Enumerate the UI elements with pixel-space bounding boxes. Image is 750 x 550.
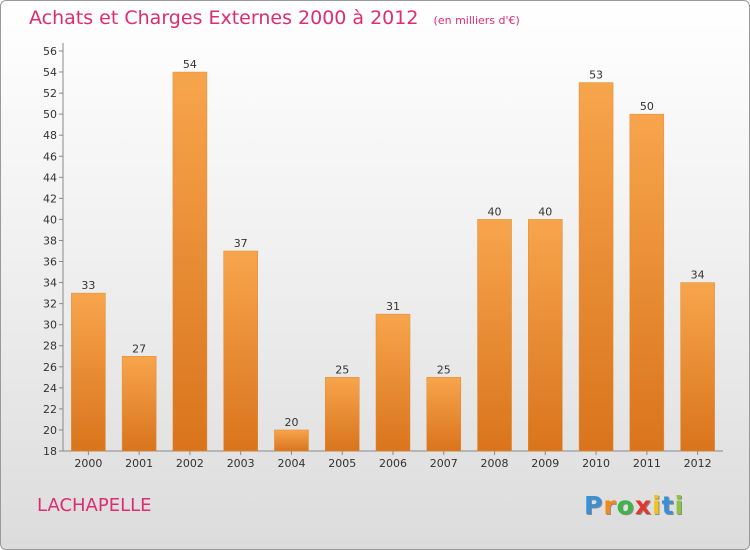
bar-value-label: 20 xyxy=(284,416,298,429)
x-tick-label: 2009 xyxy=(531,457,559,470)
x-tick-label: 2010 xyxy=(582,457,610,470)
bar xyxy=(223,250,258,452)
bar-value-label: 53 xyxy=(589,69,603,82)
bar xyxy=(324,377,360,452)
bar-value-label: 40 xyxy=(538,205,552,218)
bar xyxy=(172,71,208,452)
y-tick-label: 50 xyxy=(43,108,57,121)
y-tick-label: 40 xyxy=(43,213,57,226)
logo-letter: r xyxy=(603,491,617,520)
y-tick-label: 28 xyxy=(43,340,57,353)
y-tick-label: 26 xyxy=(43,361,57,374)
y-tick-label: 46 xyxy=(43,150,57,163)
commune-name: LACHAPELLE xyxy=(37,495,152,516)
y-tick-label: 54 xyxy=(43,66,57,79)
x-tick-label: 2011 xyxy=(633,457,661,470)
chart-title: Achats et Charges Externes 2000 à 2012 xyxy=(29,7,419,29)
y-tick-label: 18 xyxy=(43,445,57,458)
y-tick-label: 44 xyxy=(43,171,57,184)
x-tick-label: 2001 xyxy=(125,457,153,470)
logo-letter: t xyxy=(661,491,675,520)
bar-value-label: 50 xyxy=(640,100,654,113)
y-tick-label: 30 xyxy=(43,319,57,332)
x-tick-label: 2006 xyxy=(379,457,407,470)
logo-letter: P xyxy=(584,491,604,520)
x-tick-label: 2007 xyxy=(430,457,458,470)
bar xyxy=(274,429,309,452)
y-tick-label: 20 xyxy=(43,424,57,437)
bar xyxy=(528,219,563,452)
logo-letter: x xyxy=(634,491,652,520)
bar xyxy=(629,113,665,452)
bar-value-label: 33 xyxy=(81,279,95,292)
bar xyxy=(477,219,512,452)
chart-title-block: Achats et Charges Externes 2000 à 2012 (… xyxy=(29,7,520,29)
chart-subtitle: (en milliers d'€) xyxy=(433,14,520,27)
bar xyxy=(375,313,411,452)
bar-value-label: 40 xyxy=(488,205,502,218)
y-tick-label: 48 xyxy=(43,129,57,142)
bar-value-label: 25 xyxy=(335,363,349,376)
y-tick-label: 42 xyxy=(43,192,57,205)
x-tick-label: 2012 xyxy=(684,457,712,470)
y-tick-label: 52 xyxy=(43,87,57,100)
bar xyxy=(121,356,157,452)
bar xyxy=(426,377,462,452)
proxiti-logo: Proxiti xyxy=(584,491,684,520)
bar-value-label: 31 xyxy=(386,300,400,313)
logo-letter: i xyxy=(674,491,685,520)
bar-value-label: 25 xyxy=(437,363,451,376)
bar xyxy=(680,282,715,452)
x-tick-label: 2004 xyxy=(277,457,305,470)
logo-letter: o xyxy=(616,491,635,520)
y-tick-label: 32 xyxy=(43,298,57,311)
bar-value-label: 37 xyxy=(234,237,248,250)
bar-value-label: 54 xyxy=(183,58,197,71)
bar xyxy=(578,82,614,452)
logo-letter: i xyxy=(652,491,662,520)
x-tick-label: 2005 xyxy=(328,457,356,470)
x-tick-label: 2008 xyxy=(481,457,509,470)
y-tick-label: 24 xyxy=(43,382,57,395)
y-tick-label: 22 xyxy=(43,403,57,416)
y-tick-label: 56 xyxy=(43,45,57,58)
y-tick-label: 34 xyxy=(43,277,57,290)
bar-value-label: 27 xyxy=(132,342,146,355)
x-tick-label: 2003 xyxy=(227,457,255,470)
y-tick-label: 36 xyxy=(43,256,57,269)
y-tick-label: 38 xyxy=(43,234,57,247)
x-tick-label: 2000 xyxy=(74,457,102,470)
x-tick-label: 2002 xyxy=(176,457,204,470)
bar xyxy=(71,292,106,452)
bar-value-label: 34 xyxy=(691,269,705,282)
